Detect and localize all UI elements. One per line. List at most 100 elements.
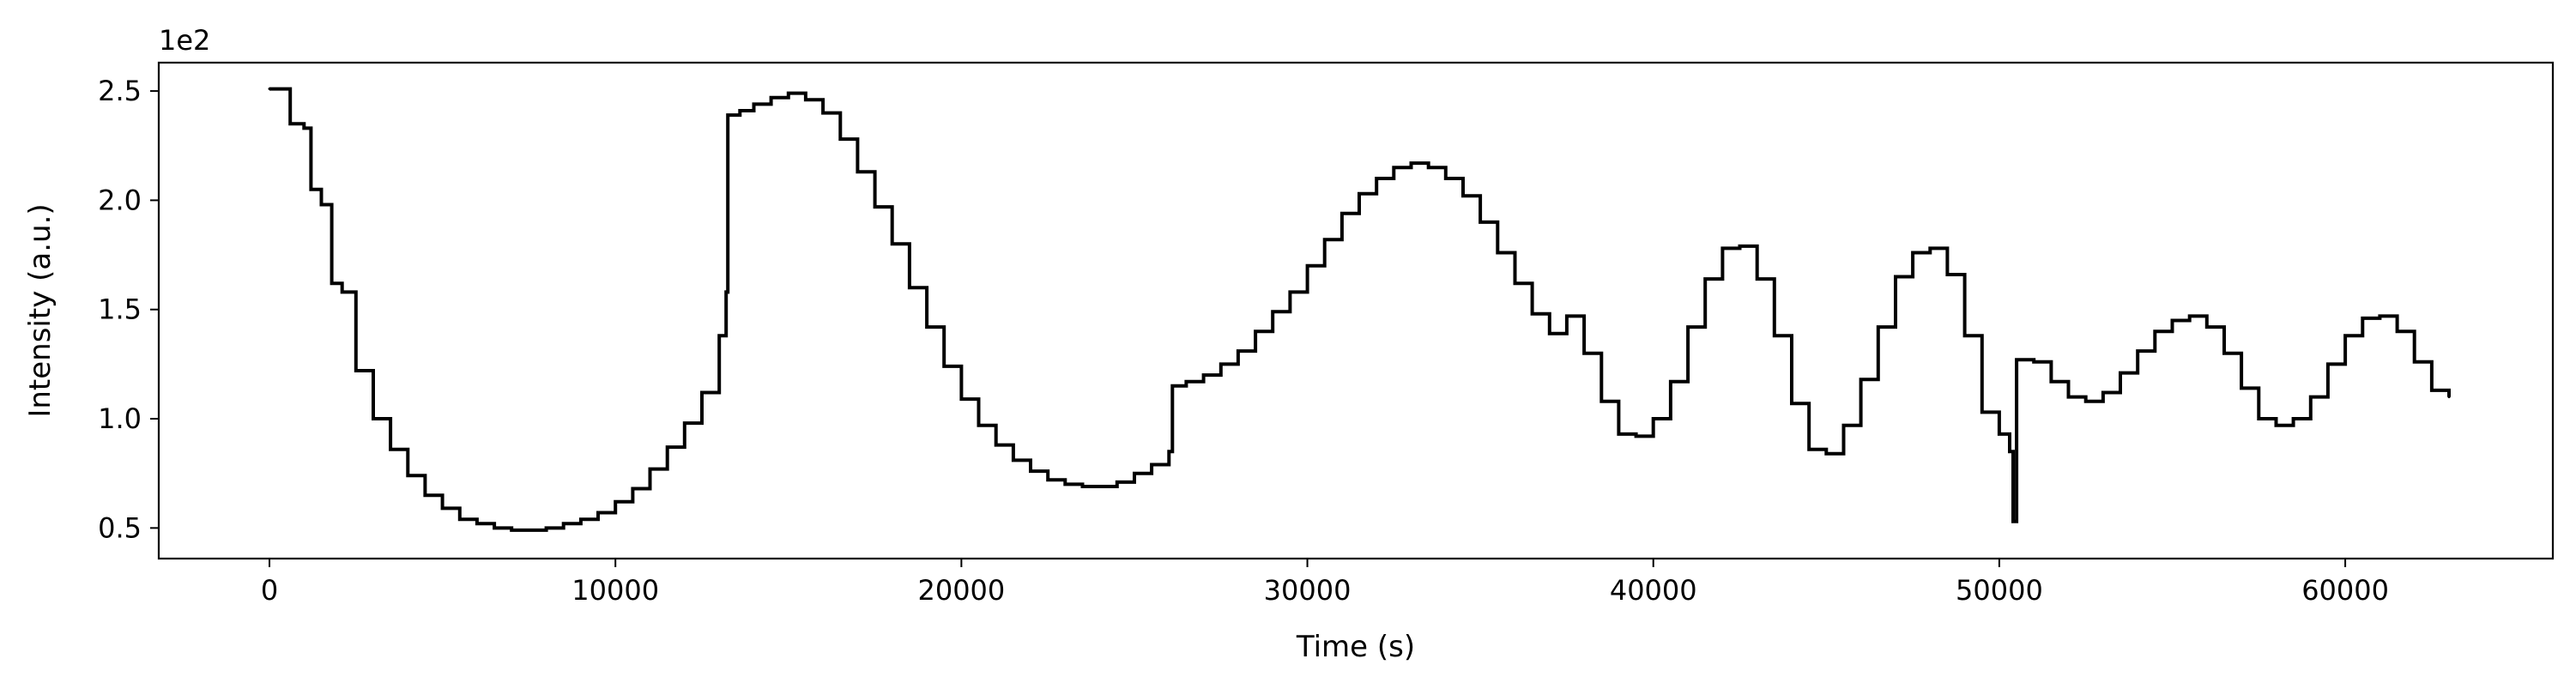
data-point [2274, 424, 2277, 427]
data-point [1824, 452, 1828, 456]
data-point [2136, 349, 2139, 353]
data-point [475, 522, 479, 525]
data-point [2430, 389, 2434, 392]
data-point [908, 286, 911, 289]
data-point [1877, 325, 1880, 329]
data-point [856, 170, 859, 173]
data-point [1720, 246, 1724, 250]
data-point [1894, 275, 1897, 279]
data-point [1963, 334, 1967, 337]
y-tick-label: 2.0 [98, 184, 142, 216]
data-point [1029, 469, 1032, 473]
data-point [821, 112, 825, 115]
y-axis-label: Intensity (a.u.) [23, 203, 57, 417]
data-point [1513, 281, 1516, 285]
data-point [1582, 352, 1586, 355]
data-point [1237, 349, 1240, 353]
data-point [2153, 329, 2156, 333]
data-point [1635, 434, 1638, 438]
data-point [423, 493, 426, 497]
data-point [1738, 245, 1742, 248]
data-point [787, 92, 790, 95]
data-point [1288, 290, 1291, 293]
data-point [562, 522, 565, 525]
data-point [1478, 221, 1482, 224]
x-tick-label: 40000 [1610, 574, 1697, 607]
data-point [1012, 458, 1015, 462]
data-point [1170, 384, 1174, 388]
data-point [2084, 400, 2088, 403]
data-point [2343, 334, 2347, 337]
data-point [804, 98, 807, 101]
data-point [1859, 378, 1863, 381]
data-point [995, 444, 998, 447]
data-point [838, 137, 842, 141]
data-point [1427, 166, 1430, 169]
y-offset-label: 1e2 [159, 24, 210, 57]
data-point [2205, 325, 2209, 329]
data-point [1184, 380, 1188, 384]
data-point [1271, 310, 1274, 313]
data-point [700, 390, 704, 394]
data-point [527, 529, 530, 532]
data-point [2257, 417, 2260, 420]
data-point [2240, 386, 2243, 390]
data-point [2067, 396, 2071, 399]
data-point [1116, 480, 1119, 484]
data-point [1392, 166, 1395, 169]
data-point [1133, 472, 1136, 475]
x-tick-label: 30000 [1264, 574, 1351, 607]
data-point [1150, 463, 1153, 467]
data-point [752, 102, 755, 106]
data-point [2101, 390, 2105, 394]
data-point [2119, 372, 2122, 375]
y-tick-label: 1.0 [98, 402, 142, 435]
data-point [1202, 373, 1206, 377]
data-point [874, 205, 877, 208]
data-point [1703, 277, 1707, 281]
data-point [1565, 314, 1569, 317]
y-tick-label: 1.5 [98, 293, 142, 326]
data-point [891, 242, 894, 245]
x-axis-label: Time (s) [1296, 630, 1415, 664]
data-point [309, 188, 312, 191]
data-point [977, 424, 981, 427]
data-point [1461, 194, 1465, 197]
data-point [1098, 485, 1102, 488]
data-point [1790, 402, 1793, 405]
data-point [441, 506, 444, 510]
data-point [2171, 318, 2174, 322]
plot-frame [157, 61, 2555, 560]
data-point [2011, 520, 2015, 523]
data-point [1617, 432, 1620, 436]
data-point [1254, 329, 1257, 333]
data-point [1841, 424, 1845, 427]
data-point [2008, 450, 2011, 453]
data-point [1599, 400, 1603, 403]
data-point [649, 468, 652, 471]
data-point [1998, 432, 2001, 436]
data-point [2015, 358, 2018, 361]
data-point [2292, 417, 2295, 420]
x-tick-label: 10000 [571, 574, 659, 607]
data-point [1773, 334, 1776, 337]
data-point [510, 529, 513, 532]
data-point [724, 290, 728, 293]
data-point [2049, 380, 2053, 384]
data-point [493, 526, 496, 529]
data-point [2413, 360, 2416, 364]
y-axis: 0.5 1.0 1.5 2.0 2.5 [98, 75, 159, 544]
y-tick-label: 0.5 [98, 511, 142, 544]
data-point [959, 397, 963, 401]
data-point [2447, 396, 2451, 399]
data-point [726, 113, 729, 117]
data-point [925, 325, 928, 329]
data-point [1928, 246, 1932, 250]
data-point [1669, 380, 1672, 384]
data-point [2222, 352, 2226, 355]
data-point [1911, 251, 1914, 255]
data-point [1531, 312, 1534, 316]
data-point [354, 369, 358, 372]
